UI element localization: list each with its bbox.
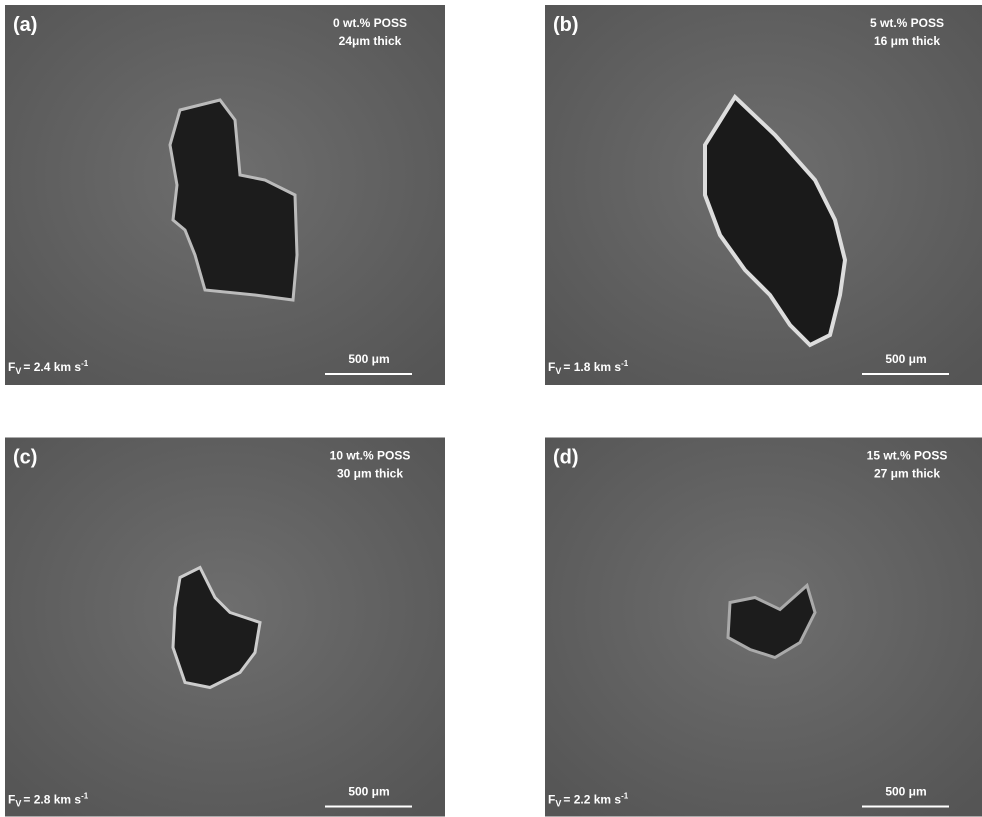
micrograph-panel: (a) 0 wt.% POSS 24μm thick FV= 2.4 km s-1 50… [5, 5, 445, 385]
thickness: 30 μm thick [337, 467, 403, 481]
composition: 0 wt.% POSS [333, 16, 407, 30]
velocity-subscript: V [555, 366, 561, 376]
velocity-subscript: V [15, 799, 21, 809]
scale-label: 500 μm [885, 352, 926, 366]
micrograph-panel: (d) 15 wt.% POSS 27 μm thick FV= 2.2 km s-1… [545, 437, 982, 817]
velocity-symbol: F [8, 793, 15, 807]
micrograph-panel: (b) 5 wt.% POSS 16 μm thick FV= 1.8 km s-1 5… [545, 5, 982, 385]
figure: (a)0 wt.% POSS24μm thickFV= 2.4 km s-150… [0, 0, 982, 816]
composition: 15 wt.% POSS [867, 449, 948, 463]
velocity-symbol: F [8, 360, 15, 374]
velocity-superscript: -1 [621, 792, 629, 801]
velocity-symbol: F [548, 793, 555, 807]
panel-label: (d) [553, 447, 579, 469]
panel-label: (a) [13, 14, 37, 36]
composition: 10 wt.% POSS [330, 449, 411, 463]
thickness: 24μm thick [339, 34, 402, 48]
panel-label: (c) [13, 447, 37, 469]
panel-label: (b) [553, 14, 579, 36]
velocity-superscript: -1 [621, 359, 629, 368]
scale-label: 500 μm [885, 785, 926, 799]
velocity-superscript: -1 [81, 359, 89, 368]
velocity-superscript: -1 [81, 792, 89, 801]
velocity-subscript: V [555, 799, 561, 809]
velocity-value: = 2.8 km s [23, 793, 81, 807]
composition: 5 wt.% POSS [870, 16, 944, 30]
velocity-value: = 1.8 km s [563, 360, 621, 374]
velocity-symbol: F [548, 360, 555, 374]
thickness: 27 μm thick [874, 467, 940, 481]
velocity-value: = 2.4 km s [23, 360, 81, 374]
scale-label: 500 μm [348, 785, 389, 799]
velocity-subscript: V [15, 366, 21, 376]
micrograph-panel: (c) 10 wt.% POSS 30 μm thick FV= 2.8 km s-1… [5, 437, 445, 817]
thickness: 16 μm thick [874, 34, 940, 48]
velocity-value: = 2.2 km s [563, 793, 621, 807]
scale-label: 500 μm [348, 352, 389, 366]
